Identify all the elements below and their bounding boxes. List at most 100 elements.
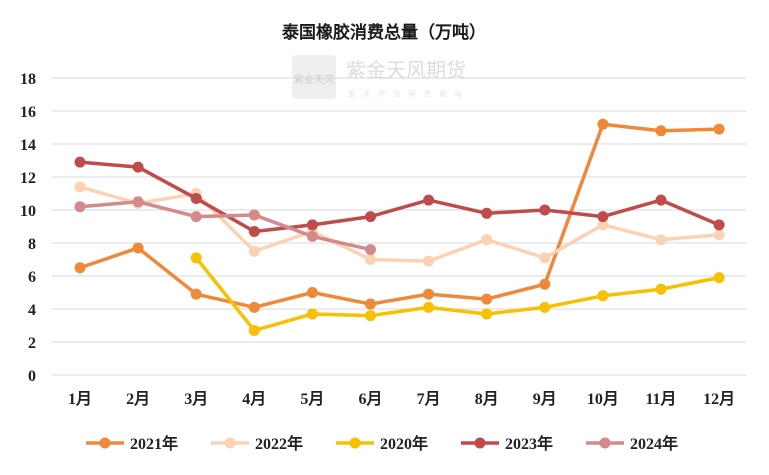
data-point bbox=[597, 219, 609, 231]
data-point bbox=[74, 262, 86, 274]
data-point bbox=[248, 301, 260, 313]
x-tick-label: 2月 bbox=[126, 390, 150, 408]
series-line bbox=[79, 200, 371, 252]
legend: 2021年 2022年 2020年 2023年 2024年 bbox=[86, 434, 678, 453]
series-line bbox=[79, 122, 720, 310]
x-tick-label: 4月 bbox=[242, 390, 266, 408]
chart-title: 泰国橡胶消费总量（万吨） bbox=[282, 22, 486, 43]
x-tick-label: 1月 bbox=[68, 390, 92, 408]
watermark-logo bbox=[292, 55, 336, 99]
series-line bbox=[194, 256, 720, 333]
data-point bbox=[539, 301, 551, 313]
y-tick-label: 16 bbox=[20, 104, 36, 121]
series-line bbox=[79, 160, 720, 234]
legend-marker bbox=[474, 437, 486, 449]
data-point bbox=[365, 211, 376, 223]
data-point bbox=[74, 156, 86, 168]
x-tick-label: 8月 bbox=[475, 390, 499, 408]
gridlines bbox=[52, 77, 746, 376]
data-point bbox=[423, 301, 435, 313]
x-tick-label: 9月 bbox=[533, 390, 557, 408]
data-point bbox=[655, 194, 667, 206]
y-tick-label: 12 bbox=[20, 170, 36, 187]
y-axis: 0 2 4 6 8 10 12 14 16 18 bbox=[20, 71, 36, 385]
data-point bbox=[655, 283, 667, 295]
data-point bbox=[713, 272, 725, 284]
x-tick-label: 11月 bbox=[645, 390, 676, 408]
legend-label: 2021年 bbox=[130, 434, 178, 453]
x-tick-label: 10月 bbox=[587, 390, 619, 408]
data-point bbox=[306, 219, 318, 231]
data-point bbox=[248, 209, 260, 221]
data-point bbox=[132, 242, 144, 254]
data-point bbox=[713, 123, 725, 135]
legend-item: 2024年 bbox=[586, 434, 678, 453]
series-0 bbox=[74, 118, 725, 313]
data-point bbox=[74, 201, 86, 213]
data-point bbox=[539, 204, 551, 216]
x-tick-label: 5月 bbox=[300, 390, 324, 408]
data-point bbox=[74, 181, 86, 193]
y-tick-label: 2 bbox=[28, 335, 36, 352]
data-point bbox=[365, 298, 376, 310]
data-point bbox=[539, 252, 551, 264]
series-1 bbox=[74, 181, 725, 267]
data-point bbox=[597, 118, 609, 130]
legend-item: 2020年 bbox=[336, 434, 428, 453]
watermark-logo-text: 紫金天风 bbox=[294, 73, 334, 86]
data-point bbox=[132, 196, 144, 208]
data-point bbox=[423, 288, 435, 300]
series-group bbox=[74, 118, 725, 336]
data-point bbox=[365, 310, 376, 322]
data-point bbox=[306, 308, 318, 320]
data-point bbox=[423, 194, 435, 206]
data-point bbox=[539, 278, 551, 290]
data-point bbox=[248, 324, 260, 336]
x-tick-label: 6月 bbox=[358, 390, 382, 408]
data-point bbox=[597, 211, 609, 223]
series-4 bbox=[74, 196, 376, 256]
y-tick-label: 0 bbox=[28, 368, 36, 385]
legend-label: 2024年 bbox=[630, 434, 678, 453]
legend-marker bbox=[99, 437, 111, 449]
data-point bbox=[597, 290, 609, 302]
x-tick-label: 3月 bbox=[184, 390, 208, 408]
data-point bbox=[190, 252, 202, 264]
data-point bbox=[423, 255, 435, 267]
data-point bbox=[306, 287, 318, 298]
data-point bbox=[190, 288, 202, 300]
data-point bbox=[190, 211, 202, 223]
legend-marker bbox=[349, 437, 361, 449]
series-2 bbox=[190, 252, 725, 336]
legend-item: 2021年 bbox=[86, 434, 178, 453]
y-tick-label: 18 bbox=[20, 71, 36, 88]
legend-item: 2023年 bbox=[461, 434, 553, 453]
x-tick-label: 7月 bbox=[417, 390, 441, 408]
y-tick-label: 8 bbox=[28, 236, 36, 253]
data-point bbox=[481, 293, 493, 305]
data-point bbox=[132, 161, 144, 173]
data-point bbox=[481, 308, 493, 320]
series-line bbox=[79, 185, 720, 263]
data-point bbox=[306, 230, 318, 242]
data-point bbox=[248, 225, 260, 237]
data-point bbox=[481, 234, 493, 246]
x-tick-label: 12月 bbox=[703, 390, 735, 408]
legend-marker bbox=[599, 437, 611, 449]
watermark: 紫金天风 紫金天风期货 金 龙 产 业 研 究 驱 动 bbox=[292, 55, 466, 99]
x-axis: 1月 2月 3月 4月 5月 6月 7月 8月 9月 10月 11月 12月 bbox=[68, 390, 735, 408]
legend-label: 2022年 bbox=[255, 434, 303, 453]
legend-marker bbox=[224, 437, 236, 449]
data-point bbox=[365, 244, 376, 256]
legend-label: 2023年 bbox=[505, 434, 553, 453]
data-point bbox=[190, 192, 202, 204]
legend-item: 2022年 bbox=[211, 434, 303, 453]
y-tick-label: 10 bbox=[20, 203, 36, 220]
y-tick-label: 14 bbox=[20, 137, 36, 154]
data-point bbox=[713, 229, 725, 241]
data-point bbox=[713, 219, 725, 231]
watermark-slogan: 金 龙 产 业 研 究 驱 动 bbox=[348, 89, 465, 98]
y-tick-label: 6 bbox=[28, 269, 36, 286]
data-point bbox=[655, 234, 667, 246]
